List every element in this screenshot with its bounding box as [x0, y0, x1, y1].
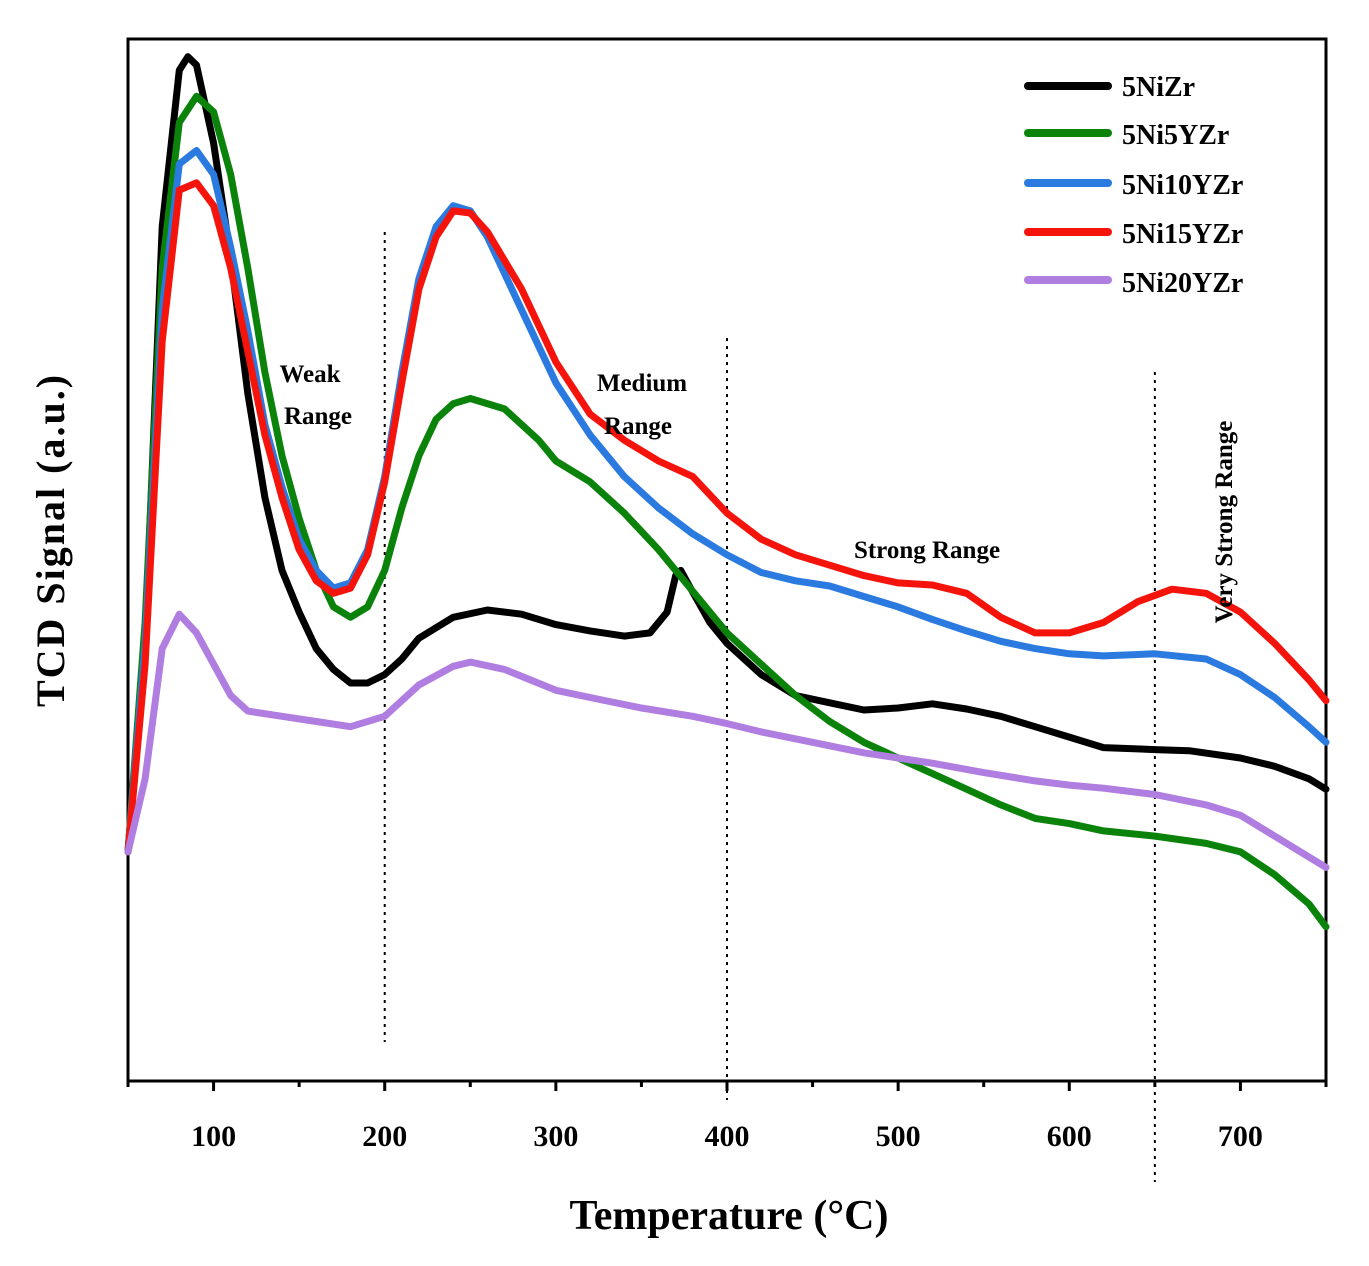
legend-label-5NiZr: 5NiZr	[1122, 72, 1195, 103]
x-tick-label-600: 600	[1047, 1120, 1092, 1153]
x-axis-tick-labels: 100 200 300 400 500 600 700	[191, 1120, 1263, 1153]
legend-label-5Ni15YZr: 5Ni15YZr	[1122, 219, 1243, 250]
series-line-5Ni20YZr	[124, 610, 1330, 871]
legend: 5NiZr 5Ni5YZr 5Ni10YZr 5Ni15YZr 5Ni20YZr	[1024, 72, 1243, 299]
region-label-weak-line1: Weak	[279, 361, 340, 388]
region-label-medium-line2: Range	[604, 413, 672, 440]
x-axis-ticks	[126, 1081, 1328, 1091]
series-group	[124, 53, 1330, 931]
legend-label-5Ni20YZr: 5Ni20YZr	[1122, 268, 1243, 299]
x-tick-label-400: 400	[705, 1120, 750, 1153]
region-boundaries	[383, 232, 1156, 1182]
legend-label-5Ni10YZr: 5Ni10YZr	[1122, 170, 1243, 201]
x-tick-label-200: 200	[362, 1120, 407, 1153]
x-tick-label-100: 100	[191, 1120, 236, 1153]
series-line-5Ni15YZr	[124, 179, 1330, 856]
region-label-very-strong: Very Strong Range	[1211, 421, 1238, 624]
region-label-medium-line1: Medium	[597, 370, 687, 397]
region-label-weak-line2: Range	[284, 403, 352, 430]
x-tick-label-300: 300	[533, 1120, 578, 1153]
x-tick-label-700: 700	[1218, 1120, 1263, 1153]
y-axis-title: TCD Signal (a.u.)	[28, 373, 73, 707]
series-line-5Ni5YZr	[124, 92, 1330, 931]
x-tick-label-500: 500	[876, 1120, 921, 1153]
series-line-5NiZr	[124, 53, 1330, 856]
region-label-strong: Strong Range	[854, 537, 1000, 564]
legend-label-5Ni5YZr: 5Ni5YZr	[1122, 120, 1229, 151]
x-axis-title: Temperature (°C)	[570, 1193, 889, 1239]
